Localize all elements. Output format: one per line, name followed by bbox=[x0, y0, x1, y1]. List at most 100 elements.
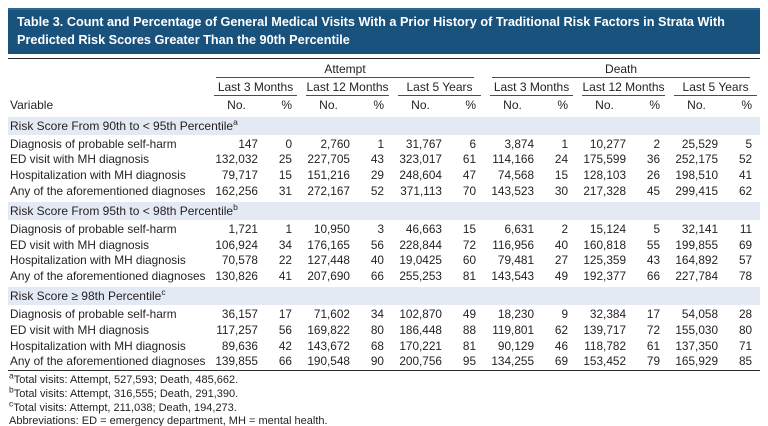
row-variable: Hospitalization with MH diagnosis bbox=[10, 338, 186, 353]
count-cell: 89,636 bbox=[221, 338, 258, 353]
count-cell: 116,956 bbox=[492, 237, 535, 252]
header-top-rule bbox=[8, 58, 760, 60]
count-cell: 117,257 bbox=[216, 322, 258, 337]
percent-cell: 42 bbox=[278, 338, 292, 353]
death-last-3-months: Last 3 Months bbox=[490, 78, 574, 97]
percent-cell: 88 bbox=[462, 322, 477, 337]
count-cell: 32,141 bbox=[681, 221, 719, 236]
percent-cell: 69 bbox=[738, 237, 753, 252]
death-last-5-years-cell: Last 5 Years bbox=[668, 78, 760, 97]
row-variable: Any of the aforementioned diagnoses bbox=[10, 183, 206, 198]
percent-cell: 1 bbox=[285, 221, 292, 236]
count-cell: 46,663 bbox=[405, 221, 442, 236]
col-header-no: No. bbox=[668, 96, 726, 117]
count-cell: 143,672 bbox=[307, 338, 350, 353]
percent-cell: 61 bbox=[646, 338, 661, 353]
footnote-text: Total visits: Attempt, 527,593; Death, 4… bbox=[13, 374, 239, 387]
section-header: Risk Score From 95th to < 98th Percentil… bbox=[8, 199, 761, 222]
count-cell: 255,253 bbox=[399, 269, 442, 284]
percent-cell: 43 bbox=[370, 152, 384, 167]
percent-cell: 79 bbox=[646, 354, 661, 369]
percent-cell: 85 bbox=[738, 354, 753, 369]
percent-cell: 68 bbox=[370, 338, 384, 353]
percent-cell: 28 bbox=[738, 306, 753, 321]
percent-cell: 52 bbox=[370, 183, 384, 198]
col-header-no: No. bbox=[300, 96, 357, 117]
table-title: Table 3. Count and Percentage of General… bbox=[8, 8, 760, 55]
attempt-last-3-months-cell: Last 3 Months bbox=[208, 78, 300, 97]
death-last-5-years: Last 5 Years bbox=[674, 78, 758, 97]
count-cell: 248,604 bbox=[399, 168, 442, 183]
section-footnote-marker: b bbox=[233, 201, 238, 212]
percent-cell: 78 bbox=[738, 269, 753, 284]
death-last-3-months-cell: Last 3 Months bbox=[484, 78, 576, 97]
attempt-last-5-years-cell: Last 5 Years bbox=[392, 78, 484, 97]
count-cell: 217,328 bbox=[583, 183, 627, 198]
percent-cell: 66 bbox=[646, 269, 661, 284]
table-row: Hospitalization with MH diagnosis 70,578 2… bbox=[8, 253, 760, 269]
row-variable: Hospitalization with MH diagnosis bbox=[10, 168, 186, 183]
count-cell: 143,543 bbox=[491, 269, 535, 284]
percent-cell: 55 bbox=[646, 237, 661, 252]
percent-cell: 24 bbox=[554, 152, 569, 167]
col-header-no: No. bbox=[576, 96, 634, 117]
count-cell: 323,017 bbox=[399, 152, 442, 167]
count-cell: 2,760 bbox=[320, 136, 350, 151]
attempt-last-12-months-cell: Last 12 Months bbox=[300, 78, 392, 97]
variable-column-header: Variable bbox=[8, 96, 208, 117]
table-row: Hospitalization with MH diagnosis 89,636 4… bbox=[8, 339, 760, 355]
section-header: Risk Score From 90th to < 95th Percentil… bbox=[8, 114, 761, 137]
metric-header-row: Variable No. % No. % No. % No. % No. % N… bbox=[8, 96, 761, 117]
percent-cell: 72 bbox=[462, 237, 477, 252]
count-cell: 165,929 bbox=[675, 354, 719, 369]
col-header-no: No. bbox=[392, 96, 449, 117]
count-cell: 175,599 bbox=[583, 152, 627, 167]
percent-cell: 15 bbox=[462, 221, 477, 236]
count-cell: 200,756 bbox=[399, 354, 442, 369]
count-cell: 10,277 bbox=[589, 136, 627, 151]
count-cell: 130,826 bbox=[215, 269, 258, 284]
footnote-c: cTotal visits: Attempt, 211,038; Death, … bbox=[9, 399, 760, 416]
table-row: ED visit with MH diagnosis 106,924 34 176,1… bbox=[8, 238, 760, 254]
percent-cell: 41 bbox=[738, 168, 753, 183]
count-cell: 176,165 bbox=[307, 237, 350, 252]
count-cell: 3,874 bbox=[504, 136, 535, 151]
count-cell: 137,350 bbox=[675, 338, 719, 353]
percent-cell: 43 bbox=[646, 253, 661, 268]
footnote-b: bTotal visits: Attempt, 316,555; Death, … bbox=[9, 385, 760, 402]
count-cell: 36,157 bbox=[221, 306, 258, 321]
percent-cell: 25 bbox=[278, 152, 292, 167]
percent-cell: 2 bbox=[653, 136, 661, 151]
percent-cell: 1 bbox=[377, 136, 384, 151]
percent-cell: 60 bbox=[462, 253, 477, 268]
percent-cell: 17 bbox=[646, 306, 661, 321]
table-row: Any of the aforementioned diagnoses 162,2… bbox=[8, 184, 760, 201]
percent-cell: 57 bbox=[738, 253, 753, 268]
count-cell: 155,030 bbox=[675, 322, 719, 337]
count-cell: 186,448 bbox=[399, 322, 442, 337]
count-cell: 125,359 bbox=[583, 253, 627, 268]
row-variable: Any of the aforementioned diagnoses bbox=[10, 354, 206, 369]
attempt-last-5-years: Last 5 Years bbox=[398, 78, 482, 97]
section-label: Risk Score From 95th to < 98th Percentil… bbox=[10, 203, 234, 218]
percent-cell: 66 bbox=[370, 269, 384, 284]
count-cell: 139,855 bbox=[215, 354, 258, 369]
count-cell: 90,129 bbox=[497, 338, 535, 353]
percent-cell: 72 bbox=[646, 322, 661, 337]
percent-cell: 11 bbox=[739, 221, 753, 236]
footnote-text: Abbreviations: ED = emergency department… bbox=[9, 415, 328, 426]
col-header-pct: % bbox=[725, 96, 761, 117]
count-cell: 128,103 bbox=[583, 168, 627, 183]
section-footnote-marker: c bbox=[161, 286, 166, 297]
col-header-pct: % bbox=[357, 96, 392, 117]
percent-cell: 81 bbox=[462, 269, 477, 284]
col-header-no: No. bbox=[484, 96, 542, 117]
percent-cell: 5 bbox=[745, 136, 753, 151]
footnote-text: Total visits: Attempt, 211,038; Death, 1… bbox=[13, 401, 237, 414]
col-group-attempt: Attempt bbox=[216, 61, 475, 79]
section-row: Risk Score ≥ 98th Percentilec bbox=[8, 284, 761, 307]
percent-cell: 40 bbox=[370, 253, 384, 268]
count-cell: 54,058 bbox=[681, 306, 719, 321]
footnote-abbreviations: Abbreviations: ED = emergency department… bbox=[9, 415, 760, 426]
